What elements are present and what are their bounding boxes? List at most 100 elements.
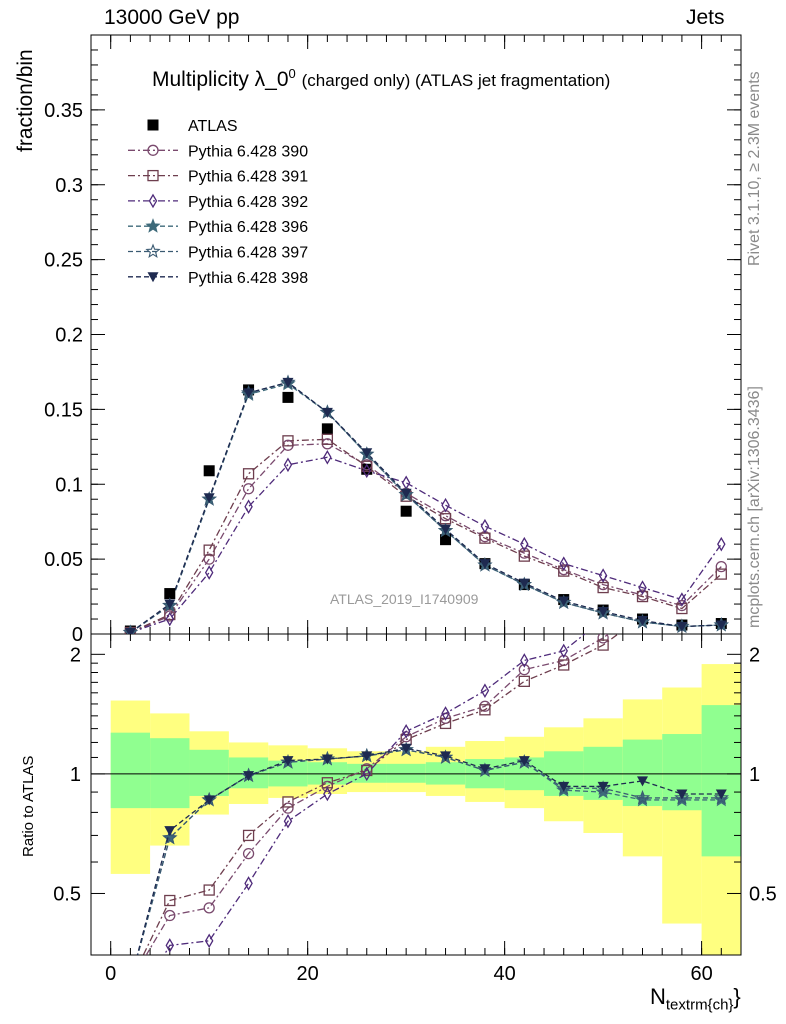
ratio-point-2 bbox=[283, 813, 293, 829]
y-tick-label: 0.25 bbox=[44, 250, 83, 272]
series-point-6 bbox=[558, 596, 570, 607]
band-inner bbox=[189, 749, 229, 796]
legend-marker bbox=[147, 119, 159, 131]
series-point-3 bbox=[480, 518, 490, 534]
ratio-line-1 bbox=[142, 634, 620, 955]
ratio-point-1 bbox=[242, 829, 255, 842]
ratio-point-2 bbox=[165, 938, 175, 953]
main-series bbox=[122, 374, 729, 634]
ratio-line-4 bbox=[137, 749, 722, 955]
series-point-6 bbox=[518, 578, 530, 589]
x-tick-label: 40 bbox=[494, 963, 516, 985]
series-point-6 bbox=[124, 628, 136, 634]
series-line-3 bbox=[130, 456, 722, 634]
ratio-tick-label: 2 bbox=[70, 644, 81, 666]
ratio-point-0 bbox=[242, 847, 255, 860]
chart-title: Multiplicity λ_00 (charged only) (ATLAS … bbox=[152, 66, 610, 92]
ratio-point-1 bbox=[597, 639, 609, 651]
series-point-3 bbox=[204, 565, 214, 580]
ratio-point-1 bbox=[479, 704, 491, 716]
ratio-point-1 bbox=[518, 675, 530, 687]
series-point-6 bbox=[243, 388, 255, 399]
legend-label: Pythia 6.428 397 bbox=[188, 245, 308, 262]
legend-marker bbox=[148, 193, 158, 209]
axes-frame: 00.050.10.150.20.250.30.350 20 40 600.5 0.51… bbox=[44, 34, 777, 985]
series-point-3 bbox=[520, 536, 529, 552]
series-point-2 bbox=[203, 544, 215, 556]
ratio-point-4 bbox=[162, 829, 178, 845]
ratio-point-5 bbox=[243, 771, 255, 782]
ratio-point-5 bbox=[637, 776, 649, 787]
ratio-point-0 bbox=[518, 663, 530, 676]
band-inner bbox=[386, 763, 426, 783]
ratio-tick-label: 1 bbox=[70, 764, 81, 786]
header-jets: Jets bbox=[686, 6, 725, 29]
ratio-point-5 bbox=[361, 751, 373, 762]
y-axis-label: fraction/bin bbox=[14, 49, 37, 152]
series-point-3 bbox=[638, 580, 647, 595]
chart-title-suffix: (charged only) (ATLAS jet fragmentation) bbox=[301, 71, 611, 90]
ratio-point-2 bbox=[559, 643, 568, 659]
ratio-frame bbox=[90, 633, 742, 956]
series-point-6 bbox=[282, 377, 294, 388]
ratio-point-1 bbox=[282, 796, 294, 808]
ratio-point-5 bbox=[715, 789, 727, 800]
ratio-line-2 bbox=[163, 634, 586, 955]
series-point-6 bbox=[361, 448, 373, 459]
series-point-1 bbox=[715, 560, 727, 573]
chart-title-sup: 0 bbox=[288, 66, 296, 81]
ratio-point-5 bbox=[518, 756, 530, 767]
series-point-5 bbox=[122, 624, 139, 634]
ratio-point-1 bbox=[361, 764, 373, 777]
series-point-0 bbox=[282, 391, 294, 403]
series-point-6 bbox=[321, 407, 333, 418]
legend-marker bbox=[145, 218, 161, 233]
ratio-point-4 bbox=[674, 789, 690, 805]
legend: ATLAS Pythia 6.428 390 Pythia 6.428 391 Pyt… bbox=[128, 118, 308, 287]
legend-label: Pythia 6.428 390 bbox=[188, 143, 308, 160]
x-tick-label: 20 bbox=[297, 963, 319, 985]
series-point-2 bbox=[715, 568, 727, 580]
ratio-point-2 bbox=[520, 653, 529, 668]
series-point-6 bbox=[676, 622, 688, 633]
series-point-3 bbox=[283, 457, 293, 473]
ratio-point-5 bbox=[203, 795, 215, 806]
series-point-3 bbox=[717, 536, 726, 552]
series-point-0 bbox=[440, 534, 452, 546]
band-inner bbox=[110, 732, 151, 809]
legend-marker bbox=[145, 243, 161, 259]
series-point-6 bbox=[440, 524, 452, 535]
series-point-3 bbox=[559, 556, 568, 571]
series-point-0 bbox=[400, 505, 412, 517]
ratio-point-1 bbox=[203, 884, 215, 896]
series-point-2 bbox=[282, 435, 294, 447]
series-point-6 bbox=[203, 493, 215, 504]
y-tick-label: 0.35 bbox=[44, 100, 83, 122]
ratio-point-2 bbox=[204, 933, 214, 949]
x-tick-label: 60 bbox=[690, 963, 712, 985]
ratio-point-5 bbox=[164, 826, 176, 837]
series-point-2 bbox=[242, 468, 255, 480]
series-point-6 bbox=[479, 559, 491, 570]
series-line-6 bbox=[130, 381, 722, 634]
analysis-watermark: ATLAS_2019_I1740909 bbox=[330, 591, 479, 607]
series-point-3 bbox=[677, 592, 687, 607]
ratio-series bbox=[136, 634, 729, 955]
series-point-0 bbox=[321, 423, 333, 435]
y-tick-label: 0.15 bbox=[44, 399, 83, 421]
series-point-6 bbox=[400, 488, 412, 499]
ratio-point-0 bbox=[597, 634, 609, 644]
series-point-3 bbox=[441, 497, 450, 513]
series-point-1 bbox=[242, 483, 255, 495]
ratio-point-2 bbox=[362, 766, 372, 782]
series-point-6 bbox=[597, 607, 609, 618]
series-point-2 bbox=[636, 590, 649, 603]
ratio-tick-label-right: 2 bbox=[749, 644, 760, 666]
rivet-info: Rivet 3.1.10, ≥ 2.3M events bbox=[746, 71, 763, 266]
series-point-3 bbox=[244, 499, 253, 515]
series-point-0 bbox=[164, 588, 176, 600]
ratio-point-2 bbox=[244, 876, 253, 891]
ratio-point-2 bbox=[323, 786, 332, 802]
ratio-line-5 bbox=[136, 747, 722, 955]
